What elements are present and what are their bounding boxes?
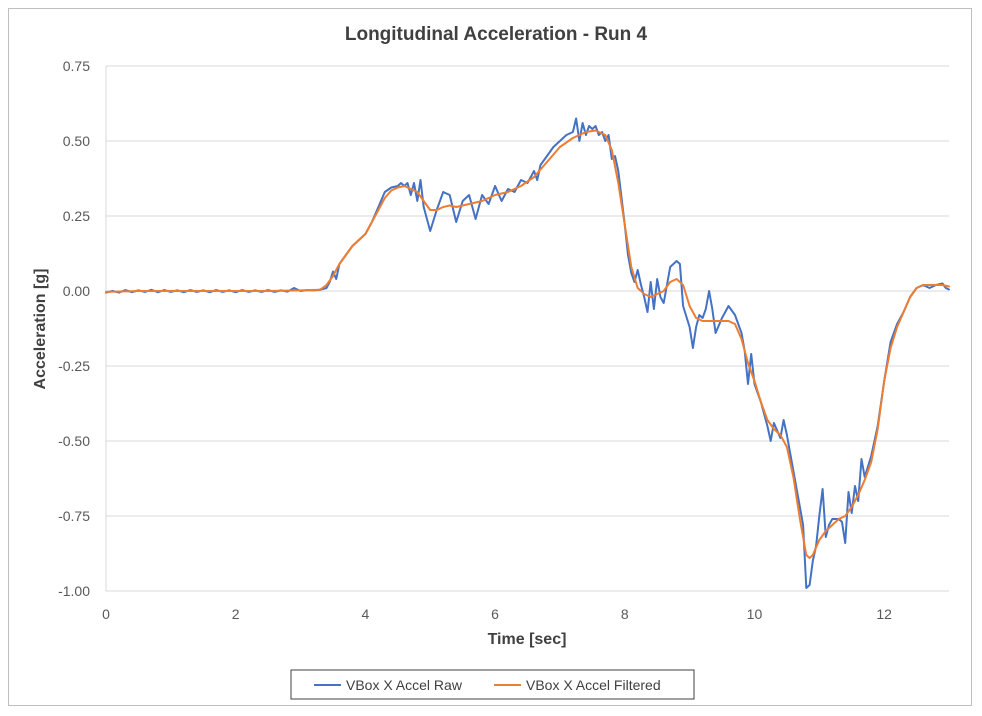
y-tick-label: -0.50 <box>58 433 90 449</box>
series-line-raw <box>105 117 950 589</box>
x-tick-label: 12 <box>876 606 892 622</box>
x-tick-label: 0 <box>102 606 110 622</box>
x-tick-label: 6 <box>491 606 499 622</box>
legend-label-filtered: VBox X Accel Filtered <box>526 677 661 693</box>
x-tick-label: 4 <box>361 606 369 622</box>
y-tick-label: -0.25 <box>58 358 90 374</box>
gridlines <box>106 65 949 592</box>
y-tick-label: -1.00 <box>58 583 90 599</box>
x-tick-label: 2 <box>232 606 240 622</box>
series-lines <box>105 117 950 589</box>
y-tick-label: 0.75 <box>63 58 90 74</box>
y-tick-label: -0.75 <box>58 508 90 524</box>
series-line-filtered <box>105 129 950 559</box>
x-tick-label: 8 <box>621 606 629 622</box>
legend-label-raw: VBox X Accel Raw <box>346 677 463 693</box>
chart-title: Longitudinal Acceleration - Run 4 <box>345 24 648 45</box>
y-tick-label: 0.00 <box>63 283 90 299</box>
legend-box <box>290 669 695 700</box>
x-axis-title: Time [sec] <box>488 631 567 648</box>
y-axis-title: Acceleration [g] <box>32 269 49 390</box>
axes: 0.75 0.50 0.25 0.00 -0.25 -0.50 -0.75 -1.00 0 2 4 6… <box>58 58 892 622</box>
x-tick-label: 10 <box>747 606 763 622</box>
y-tick-label: 0.50 <box>63 133 90 149</box>
chart-frame <box>8 8 972 706</box>
legend: VBox X Accel Raw VBox X Accel Filtered <box>290 669 695 700</box>
y-tick-label: 0.25 <box>63 208 90 224</box>
